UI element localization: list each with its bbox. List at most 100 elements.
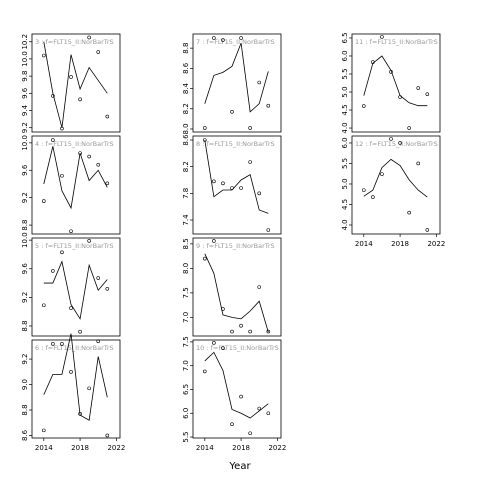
- data-point: [51, 138, 55, 142]
- data-point: [257, 406, 262, 411]
- y-tick-label: 8.8: [21, 320, 29, 331]
- data-point: [266, 103, 271, 108]
- fit-line: [43, 146, 108, 210]
- data-point: [248, 329, 252, 334]
- x-tick-label: 2022: [427, 240, 445, 248]
- panel-frame: [351, 135, 441, 235]
- data-point: [407, 210, 411, 215]
- data-point: [266, 411, 271, 416]
- data-point: [60, 126, 64, 131]
- data-point: [69, 75, 73, 79]
- data-point: [248, 160, 252, 164]
- x-tick-label: 2014: [35, 444, 53, 452]
- data-point: [221, 181, 225, 186]
- data-point: [212, 341, 216, 345]
- data-point: [41, 199, 46, 203]
- y-tick-label: 7.5: [182, 336, 190, 347]
- y-tick-label: 5.5: [182, 431, 190, 442]
- panel-frame: [31, 237, 121, 337]
- data-point: [202, 256, 207, 261]
- data-point: [105, 181, 110, 186]
- y-tick-label: 9.2: [21, 122, 29, 133]
- data-point: [380, 35, 384, 39]
- x-tick-label: 2014: [355, 240, 373, 248]
- y-tick-label: 9.2: [21, 192, 29, 203]
- data-point: [416, 161, 421, 166]
- data-point: [230, 422, 234, 427]
- data-point: [239, 186, 243, 190]
- data-point: [69, 370, 73, 374]
- data-point: [361, 188, 366, 192]
- data-point: [69, 229, 73, 234]
- panel-title: 9 : f=FLT15_II:NorBarTrS: [196, 242, 275, 250]
- x-tick-label: 2022: [268, 444, 286, 452]
- panel-frame: [192, 237, 282, 337]
- y-tick-label: 9.2: [21, 292, 29, 303]
- fit-line: [43, 333, 108, 421]
- y-tick-label: 8.8: [21, 404, 29, 415]
- data-point: [87, 154, 91, 159]
- y-tick-label: 9.6: [21, 87, 29, 99]
- y-tick-label: 4.0: [341, 122, 349, 133]
- data-point: [230, 186, 234, 190]
- x-tick-label: 2018: [391, 240, 409, 248]
- data-point: [96, 50, 101, 54]
- panel-frame: [31, 33, 121, 133]
- panel-frame: [192, 135, 282, 235]
- panel-title: 5 : f=FLT15_II:NorBarTrS: [35, 242, 114, 250]
- data-point: [60, 173, 64, 178]
- y-tick-label: 7.5: [182, 287, 190, 298]
- data-point: [257, 191, 262, 196]
- panel-frame: [192, 339, 282, 439]
- data-point: [221, 38, 225, 42]
- x-tick-label: 2018: [232, 444, 250, 452]
- data-point: [230, 109, 234, 114]
- data-point: [78, 412, 82, 416]
- panel-title: 7 : f=FLT15_II:NorBarTrS: [196, 38, 275, 46]
- y-tick-label: 8.6: [21, 429, 29, 441]
- data-point: [51, 94, 55, 98]
- y-tick-label: 9.6: [21, 263, 29, 275]
- data-point: [212, 179, 216, 184]
- y-tick-label: 8.8: [21, 220, 29, 231]
- panel-title: 3 : f=FLT15_II:NorBarTrS: [35, 38, 114, 46]
- panel-frame: [31, 135, 121, 235]
- y-tick-label: 8.6: [182, 62, 190, 74]
- data-point: [407, 126, 411, 130]
- y-tick-label: 7.4: [182, 214, 190, 226]
- data-point: [389, 70, 393, 74]
- data-point: [105, 433, 110, 438]
- data-point: [398, 141, 402, 145]
- data-point: [78, 151, 82, 155]
- x-tick-label: 2014: [196, 444, 214, 452]
- data-point: [266, 329, 271, 334]
- y-tick-label: 6.5: [341, 32, 349, 43]
- y-tick-label: 8.0: [182, 263, 190, 274]
- data-point: [248, 431, 252, 436]
- panel-title: 6 : f=FLT15_II:NorBarTrS: [35, 344, 114, 352]
- data-point: [51, 342, 55, 346]
- fit-line: [204, 42, 269, 113]
- data-point: [78, 329, 82, 334]
- fit-line: [363, 158, 428, 198]
- x-tick-label: 2018: [71, 444, 89, 452]
- data-point: [87, 386, 91, 391]
- data-point: [425, 92, 430, 96]
- data-point: [416, 86, 421, 90]
- y-tick-label: 10.0: [21, 51, 29, 67]
- fit-line: [204, 253, 269, 333]
- panel-frame: [31, 339, 121, 439]
- data-point: [78, 97, 82, 102]
- y-tick-label: 9.4: [21, 104, 29, 116]
- y-tick-label: 9.8: [21, 71, 29, 82]
- y-tick-label: 6.0: [341, 137, 349, 148]
- data-point: [389, 137, 393, 141]
- y-tick-label: 10.2: [21, 34, 29, 50]
- y-tick-label: 4.5: [341, 199, 349, 210]
- y-tick-label: 9.0: [21, 379, 29, 390]
- y-tick-label: 8.5: [182, 238, 190, 249]
- panel-title: 10 : f=FLT15_II:NorBarTrS: [196, 344, 279, 352]
- data-point: [202, 369, 207, 374]
- panel-title: 4 : f=FLT15_II:NorBarTrS: [35, 140, 114, 148]
- y-tick-label: 8.2: [182, 103, 190, 114]
